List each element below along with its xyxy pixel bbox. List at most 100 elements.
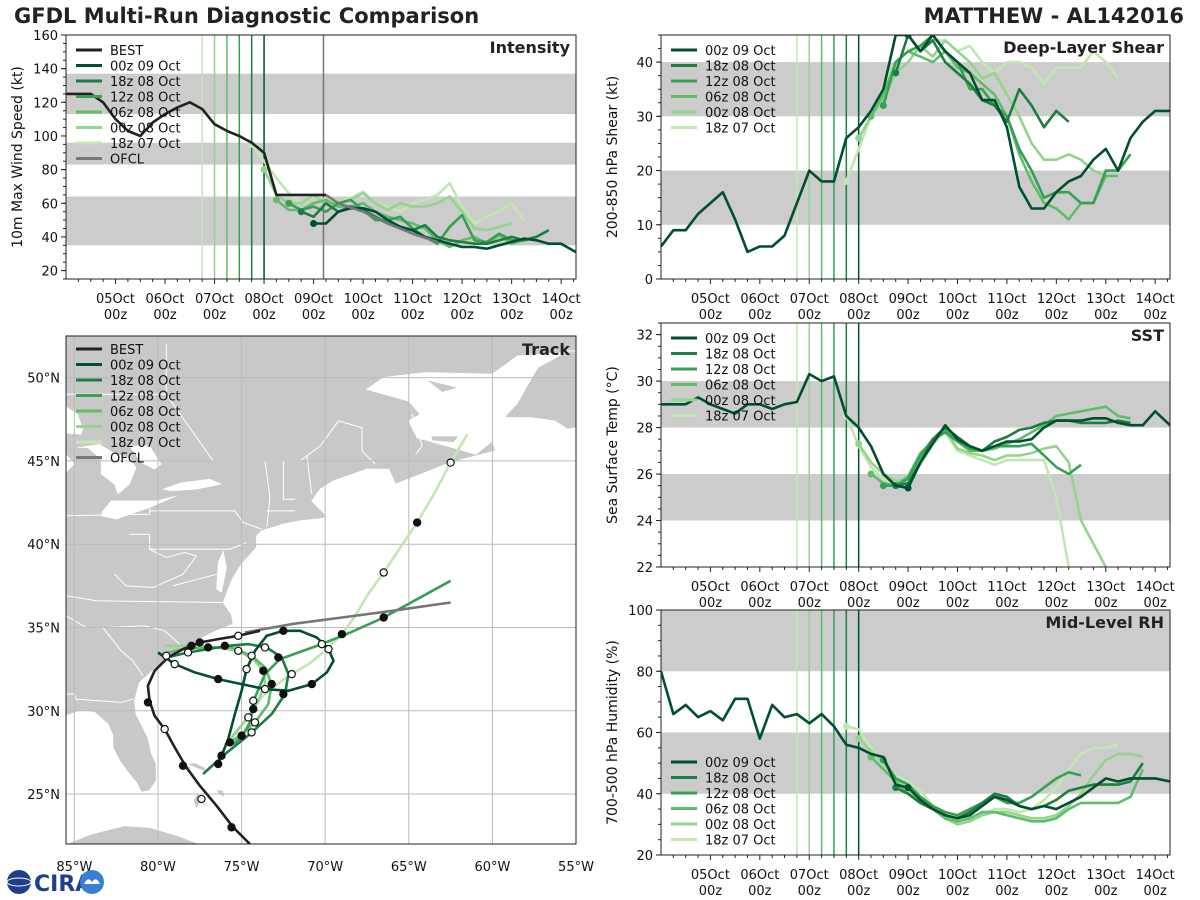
sst-xtick-date: 07Oct: [790, 580, 829, 595]
track-position-marker: [195, 638, 204, 647]
shear-legend-label: 06z 08 Oct: [705, 91, 776, 106]
shear-xtick-date: 13Oct: [1086, 292, 1125, 307]
rh-shaded-band: [661, 610, 1170, 672]
sst-xtick-hour: 00z: [995, 596, 1019, 611]
intensity-xtick-hour: 00z: [153, 308, 177, 323]
sst-shaded-band: [661, 474, 1170, 521]
bahamas-abaco-land: [184, 761, 208, 774]
track-position-marker: [213, 674, 223, 684]
sst-xtick-date: 09Oct: [889, 580, 928, 595]
rh-legend-label: 00z 09 Oct: [705, 756, 776, 771]
intensity-ytick-label: 20: [41, 265, 58, 280]
track-panel-title: Track: [522, 340, 570, 359]
sst-xtick-date: 06Oct: [740, 580, 779, 595]
rh-ytick-label: 100: [628, 604, 653, 619]
sst-series-line: [895, 419, 1131, 487]
rh-xtick-date: 10Oct: [938, 868, 977, 883]
rh-legend-label: 18z 07 Oct: [705, 834, 776, 849]
track-line: [232, 579, 452, 746]
sst-series-line: [857, 428, 1107, 567]
sst-xtick-hour: 00z: [748, 596, 772, 611]
intensity-series-group: [66, 92, 576, 254]
shear-series-line: [907, 35, 1170, 210]
sst-series-line: [906, 409, 1170, 489]
intensity-run-start-point: [285, 199, 293, 207]
shear-panel: 01020304005Oct00z06Oct00z07Oct00z08Oct00…: [605, 34, 1175, 323]
sst-series-line: [845, 415, 1070, 567]
water-body: [216, 550, 227, 593]
track-position-marker: [227, 823, 236, 832]
rh-panel: 2040608010005Oct00z06Oct00z07Oct00z08Oct…: [605, 604, 1175, 899]
track-line: [244, 601, 451, 634]
sst-ytick-label: 28: [636, 422, 653, 437]
rh-run-start-point: [842, 722, 850, 730]
shear-xtick-date: 10Oct: [938, 292, 977, 307]
track-position-marker: [220, 641, 230, 650]
track-legend-label: 06z 08 Oct: [110, 405, 181, 420]
track-xtick-label: 80°W: [140, 860, 176, 875]
track-legend-label: 18z 07 Oct: [110, 436, 181, 451]
rh-xtick-hour: 00z: [896, 884, 920, 899]
rh-xtick-date: 14Oct: [1136, 868, 1175, 883]
sst-ytick-label: 30: [636, 375, 653, 390]
track-position-marker: [203, 643, 213, 652]
track-legend-label: 00z 08 Oct: [110, 421, 181, 436]
storm-title: MATTHEW - AL142016: [923, 4, 1184, 28]
shear-xtick-hour: 00z: [699, 308, 723, 323]
track-position-marker: [317, 639, 327, 649]
intensity-series-line: [325, 193, 438, 244]
state-border-nh: [306, 455, 313, 495]
rh-xtick-date: 07Oct: [790, 868, 829, 883]
track-panel: 85°W 80°W 75°W 70°W 65°W 60°W 55°W 25°N 30°N 35°N…: [27, 335, 594, 875]
track-position-marker: [379, 613, 388, 622]
intensity-frame: [65, 34, 577, 280]
rh-legend-label: 18z 08 Oct: [705, 772, 776, 787]
intensity-legend-label: 12z 08 Oct: [110, 91, 181, 106]
track-xtick-label: 60°W: [474, 860, 510, 875]
sst-legend-label: 18z 07 Oct: [705, 410, 776, 425]
sst-xtick-hour: 00z: [699, 596, 723, 611]
shear-legend-label: 00z 09 Oct: [705, 44, 776, 59]
state-border-ne: [264, 460, 271, 528]
sst-xtick-hour: 00z: [946, 596, 970, 611]
intensity-ytick-label: 40: [41, 231, 58, 246]
track-xtick-label: 55°W: [558, 860, 594, 875]
rh-xtick-hour: 00z: [798, 884, 822, 899]
track-ytick-label: 25°N: [27, 788, 60, 803]
anticosti-land: [425, 378, 461, 394]
track-position-marker: [234, 631, 243, 641]
shear-ytick-label: 10: [636, 219, 653, 234]
track-frame: [65, 335, 577, 845]
rh-legend-label: 12z 08 Oct: [705, 787, 776, 802]
intensity-xtick-hour: 00z: [450, 308, 474, 323]
track-position-marker: [249, 696, 258, 705]
intensity-series-line: [250, 143, 526, 225]
track-xtick-label: 85°W: [56, 860, 92, 875]
shear-ytick-label: 20: [636, 165, 653, 180]
sst-xtick-hour: 00z: [896, 596, 920, 611]
track-position-marker: [260, 684, 270, 694]
track-position-marker: [274, 653, 283, 662]
intensity-xtick-date: 08Oct: [245, 292, 284, 307]
rh-legend-label: 06z 08 Oct: [705, 803, 776, 818]
shear-xtick-date: 12Oct: [1037, 292, 1076, 307]
shear-run-start-point: [842, 177, 850, 185]
intensity-xtick-date: 14Oct: [542, 292, 581, 307]
shear-legend-label: 00z 08 Oct: [705, 106, 776, 121]
sst-xtick-date: 14Oct: [1136, 580, 1175, 595]
rh-xtick-hour: 00z: [1045, 884, 1069, 899]
shear-ytick-label: 40: [636, 56, 653, 71]
sst-run-start-point: [867, 470, 875, 478]
intensity-xtick-hour: 00z: [104, 308, 128, 323]
intensity-run-start-point: [260, 166, 268, 174]
track-legend-label: 00z 09 Oct: [110, 359, 181, 374]
intensity-ylabel: 10m Max Wind Speed (kt): [10, 66, 26, 248]
track-position-marker: [213, 759, 223, 769]
intensity-xtick-date: 10Oct: [344, 292, 383, 307]
sst-xtick-date: 11Oct: [987, 580, 1026, 595]
state-border-va: [66, 595, 227, 603]
shear-xtick-date: 09Oct: [889, 292, 928, 307]
track-legend-label: BEST: [110, 343, 143, 358]
intensity-xtick-hour: 00z: [252, 308, 276, 323]
